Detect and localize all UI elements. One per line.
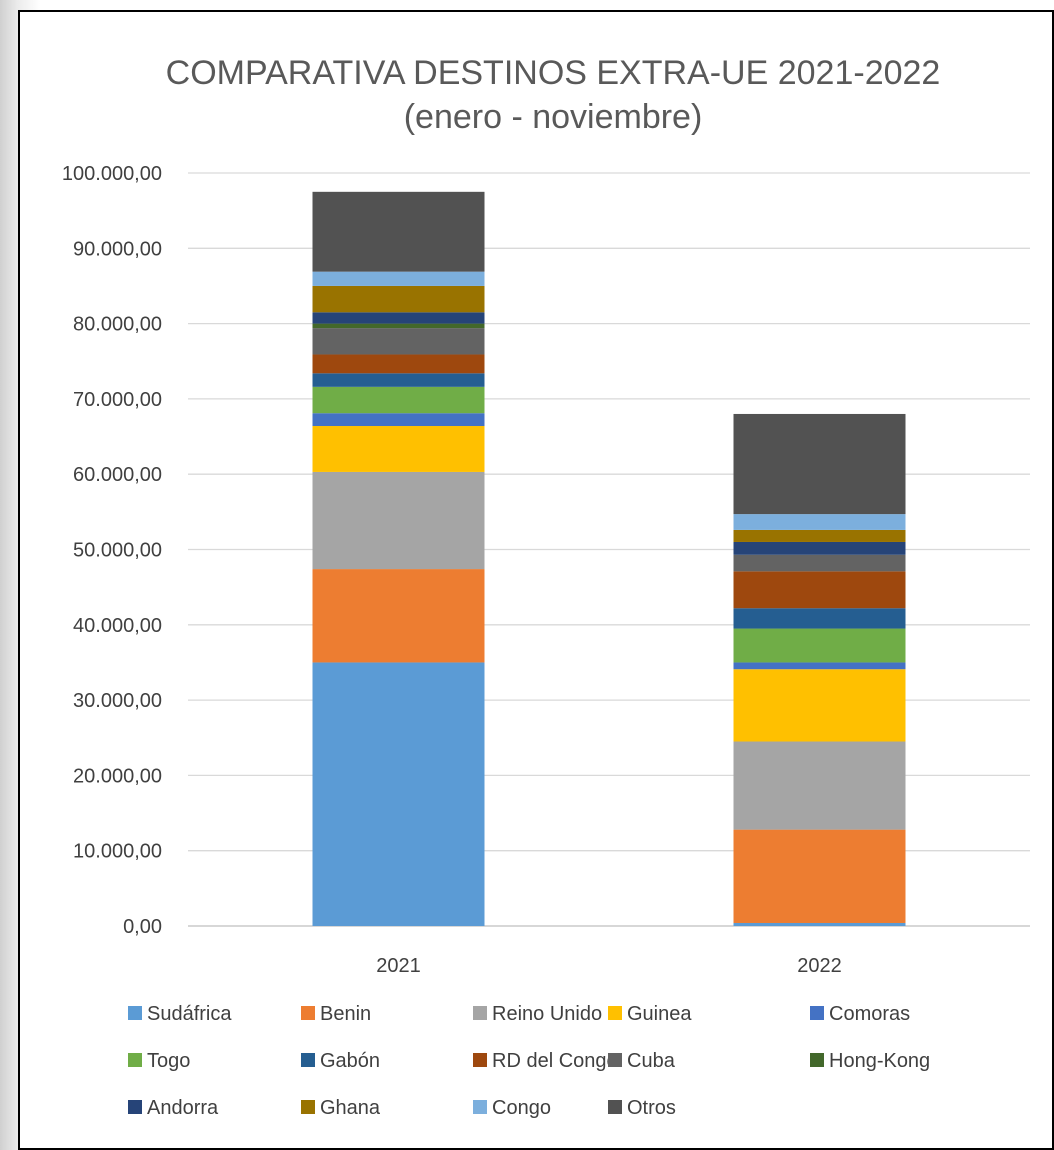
bar-segment	[312, 426, 485, 472]
legend-item: Ghana	[301, 1097, 381, 1119]
y-tick-label: 20.000,00	[73, 765, 162, 787]
bar-segment	[312, 569, 485, 663]
legend-swatch	[301, 1053, 315, 1067]
legend-swatch	[608, 1006, 622, 1020]
bar-segment	[733, 529, 906, 542]
y-tick-label: 50.000,00	[73, 540, 162, 562]
legend-swatch	[301, 1006, 315, 1020]
legend-label: Comoras	[829, 1003, 910, 1025]
legend-item: Andorra	[128, 1097, 219, 1119]
legend: Sudáfrica Benin Reino Unido Guinea Comoras To…	[128, 1003, 930, 1119]
y-axis-tick-labels: 0,00 10.000,00 20.000,00 30.000,00 40.000,00…	[62, 163, 162, 938]
bar-segment	[312, 662, 485, 926]
legend-label: Guinea	[627, 1003, 692, 1025]
legend-item: Benin	[301, 1003, 371, 1025]
legend-label: Sudáfrica	[147, 1003, 232, 1025]
legend-item: Sudáfrica	[128, 1003, 232, 1025]
y-tick-label: 60.000,00	[73, 464, 162, 486]
stacked-bar-chart: COMPARATIVA DESTINOS EXTRA-UE 2021-2022 …	[62, 54, 1030, 1119]
legend-swatch	[473, 1006, 487, 1020]
bar-segment	[733, 554, 906, 572]
bar-segment	[733, 922, 906, 926]
legend-label: Gabón	[320, 1050, 380, 1072]
bar-segment	[312, 191, 485, 272]
bar-segment	[312, 285, 485, 313]
legend-label: Cuba	[627, 1050, 676, 1072]
bar-segment	[733, 413, 906, 515]
bar-segment	[312, 271, 485, 286]
y-tick-label: 10.000,00	[73, 841, 162, 863]
y-tick-label: 30.000,00	[73, 690, 162, 712]
legend-item: RD del Congo	[473, 1050, 618, 1072]
legend-swatch	[128, 1006, 142, 1020]
legend-swatch	[810, 1053, 824, 1067]
chart-subtitle: (enero - noviembre)	[404, 98, 703, 136]
legend-swatch	[608, 1100, 622, 1114]
legend-swatch	[473, 1053, 487, 1067]
legend-item: Congo	[473, 1097, 551, 1119]
x-tick-label: 2022	[797, 955, 842, 977]
legend-item: Cuba	[608, 1050, 676, 1072]
legend-item: Otros	[608, 1097, 676, 1119]
bar-segment	[733, 662, 906, 670]
x-axis-tick-labels: 2021 2022	[376, 955, 842, 977]
bar-segment	[733, 514, 906, 530]
legend-swatch	[473, 1100, 487, 1114]
legend-label: Congo	[492, 1097, 551, 1119]
legend-swatch	[128, 1100, 142, 1114]
legend-item: Comoras	[810, 1003, 910, 1025]
legend-item: Togo	[128, 1050, 190, 1072]
y-tick-label: 0,00	[123, 916, 162, 938]
y-tick-label: 40.000,00	[73, 615, 162, 637]
bar-segment	[733, 541, 906, 555]
bar-segment	[312, 323, 485, 329]
legend-swatch	[608, 1053, 622, 1067]
chart-title: COMPARATIVA DESTINOS EXTRA-UE 2021-2022	[166, 54, 941, 92]
x-tick-label: 2021	[376, 955, 421, 977]
legend-label: Otros	[627, 1097, 676, 1119]
bars	[312, 191, 906, 926]
y-tick-label: 90.000,00	[73, 238, 162, 260]
bar-segment	[312, 471, 485, 570]
legend-label: Ghana	[320, 1097, 381, 1119]
bar-segment	[312, 413, 485, 427]
bar-segment	[312, 373, 485, 387]
legend-swatch	[810, 1006, 824, 1020]
bar-segment	[733, 741, 906, 830]
legend-label: RD del Congo	[492, 1050, 618, 1072]
legend-item: Hong-Kong	[810, 1050, 930, 1072]
y-tick-label: 80.000,00	[73, 314, 162, 336]
legend-item: Guinea	[608, 1003, 692, 1025]
legend-swatch	[301, 1100, 315, 1114]
bar-segment	[312, 328, 485, 355]
bar-segment	[733, 829, 906, 923]
legend-label: Andorra	[147, 1097, 219, 1119]
bar-segment	[733, 628, 906, 663]
legend-item: Gabón	[301, 1050, 380, 1072]
bar-segment	[733, 608, 906, 629]
bar-segment	[733, 571, 906, 609]
legend-label: Benin	[320, 1003, 371, 1025]
legend-item: Reino Unido	[473, 1003, 602, 1025]
legend-label: Togo	[147, 1050, 190, 1072]
y-tick-label: 70.000,00	[73, 389, 162, 411]
bar-segment	[312, 386, 485, 414]
bar-segment	[312, 312, 485, 324]
legend-label: Reino Unido	[492, 1003, 602, 1025]
bar-segment	[312, 354, 485, 374]
legend-swatch	[128, 1053, 142, 1067]
legend-label: Hong-Kong	[829, 1050, 930, 1072]
bar-segment	[733, 669, 906, 742]
chart-container: COMPARATIVA DESTINOS EXTRA-UE 2021-2022 …	[18, 10, 1054, 1150]
y-tick-label: 100.000,00	[62, 163, 162, 185]
